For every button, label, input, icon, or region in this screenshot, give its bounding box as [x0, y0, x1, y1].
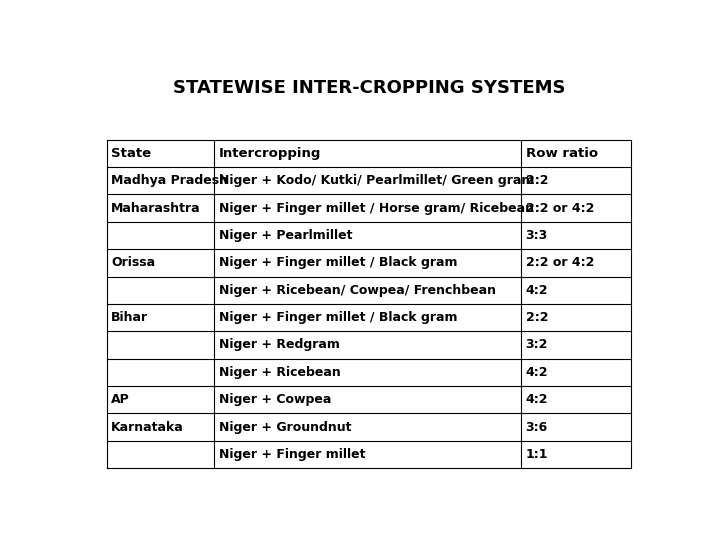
Text: Karnataka: Karnataka — [111, 421, 184, 434]
Text: 4:2: 4:2 — [526, 393, 548, 406]
Text: 4:2: 4:2 — [526, 366, 548, 379]
Text: Madhya Pradesh: Madhya Pradesh — [111, 174, 228, 187]
Text: AP: AP — [111, 393, 130, 406]
Text: 2:2: 2:2 — [526, 174, 548, 187]
Text: Niger + Cowpea: Niger + Cowpea — [219, 393, 331, 406]
Text: State: State — [111, 147, 151, 160]
Text: 3:6: 3:6 — [526, 421, 548, 434]
Text: Niger + Redgram: Niger + Redgram — [219, 339, 340, 352]
Text: 1:1: 1:1 — [526, 448, 548, 461]
Text: Intercropping: Intercropping — [219, 147, 321, 160]
Text: Row ratio: Row ratio — [526, 147, 598, 160]
Text: 2:2 or 4:2: 2:2 or 4:2 — [526, 256, 594, 269]
Text: Niger + Finger millet / Black gram: Niger + Finger millet / Black gram — [219, 311, 457, 324]
Text: Niger + Kodo/ Kutki/ Pearlmillet/ Green gram: Niger + Kodo/ Kutki/ Pearlmillet/ Green … — [219, 174, 534, 187]
Text: Niger + Groundnut: Niger + Groundnut — [219, 421, 351, 434]
Text: Bihar: Bihar — [111, 311, 148, 324]
Text: Maharashtra: Maharashtra — [111, 201, 201, 214]
Text: 2:2: 2:2 — [526, 311, 548, 324]
Text: Niger + Finger millet / Black gram: Niger + Finger millet / Black gram — [219, 256, 457, 269]
Text: STATEWISE INTER-CROPPING SYSTEMS: STATEWISE INTER-CROPPING SYSTEMS — [173, 79, 565, 97]
Text: Niger + Ricebean: Niger + Ricebean — [219, 366, 341, 379]
Text: Orissa: Orissa — [111, 256, 156, 269]
Text: Niger + Finger millet / Horse gram/ Ricebean: Niger + Finger millet / Horse gram/ Rice… — [219, 201, 534, 214]
Text: Niger + Finger millet: Niger + Finger millet — [219, 448, 365, 461]
Text: 2:2 or 4:2: 2:2 or 4:2 — [526, 201, 594, 214]
Text: Niger + Ricebean/ Cowpea/ Frenchbean: Niger + Ricebean/ Cowpea/ Frenchbean — [219, 284, 496, 296]
Text: 3:2: 3:2 — [526, 339, 548, 352]
Text: Niger + Pearlmillet: Niger + Pearlmillet — [219, 229, 352, 242]
Text: 3:3: 3:3 — [526, 229, 548, 242]
Text: 4:2: 4:2 — [526, 284, 548, 296]
